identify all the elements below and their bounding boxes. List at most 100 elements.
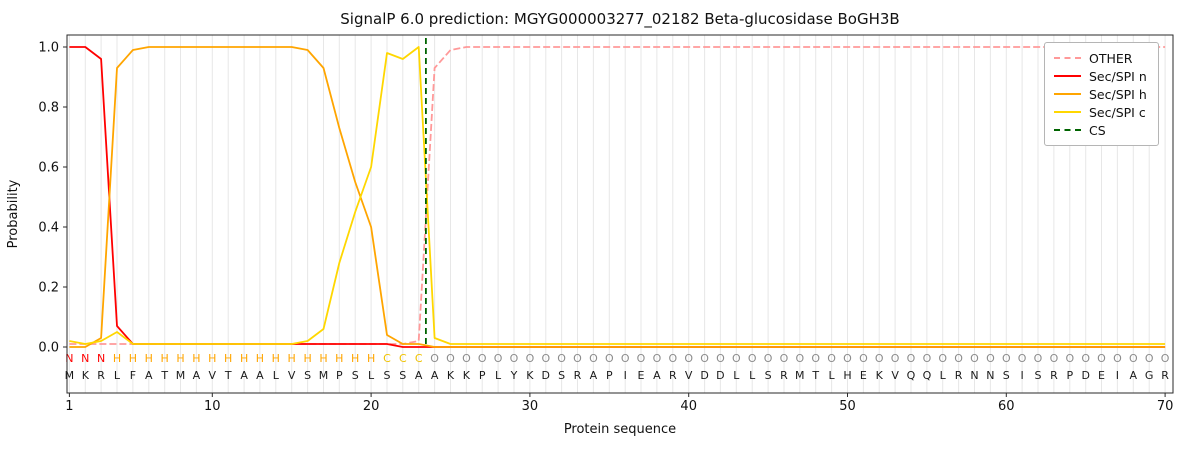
- legend-item-cs: CS: [1054, 121, 1147, 139]
- x-axis-label: Protein sequence: [564, 422, 676, 437]
- sequence-letter: V: [288, 369, 296, 382]
- region-label-letter: H: [192, 352, 200, 365]
- region-label-letter: O: [1002, 352, 1011, 365]
- region-label-letter: O: [684, 352, 693, 365]
- sequence-letter: V: [685, 369, 693, 382]
- x-tick-label: 60: [998, 399, 1015, 414]
- region-label-letter: O: [1097, 352, 1106, 365]
- region-label-letter: H: [129, 352, 137, 365]
- region-label-letter: O: [1113, 352, 1122, 365]
- sequence-letter: P: [1066, 369, 1073, 382]
- legend: OTHER Sec/SPI n Sec/SPI h Sec/SPI c CS: [1044, 42, 1159, 146]
- region-label-letter: O: [970, 352, 979, 365]
- sequence-letter: A: [240, 369, 248, 382]
- x-tick-label: 10: [204, 399, 221, 414]
- legend-line-sample: [1054, 75, 1081, 77]
- sequence-letter: K: [463, 369, 471, 382]
- region-label-letter: O: [541, 352, 550, 365]
- sequence-letter: S: [384, 369, 391, 382]
- legend-line-sample: [1054, 129, 1081, 131]
- region-label-letter: O: [811, 352, 820, 365]
- legend-item-other: OTHER: [1054, 49, 1147, 67]
- sequence-letter: A: [431, 369, 439, 382]
- sequence-letter: T: [224, 369, 232, 382]
- region-label-letter: H: [240, 352, 248, 365]
- sequence-letter: H: [843, 369, 851, 382]
- sequence-letter: I: [1116, 369, 1119, 382]
- region-label-letter: O: [510, 352, 519, 365]
- region-label-letter: O: [938, 352, 947, 365]
- region-label-letter: O: [1081, 352, 1090, 365]
- legend-label: OTHER: [1089, 50, 1133, 66]
- sequence-letter: D: [700, 369, 708, 382]
- sequence-letter: A: [145, 369, 153, 382]
- region-label-letter: O: [589, 352, 598, 365]
- sequence-letter: P: [479, 369, 486, 382]
- gridlines-group: [68, 35, 1166, 393]
- sequence-letter: L: [273, 369, 280, 382]
- sequence-letter: R: [97, 369, 105, 382]
- series-line-other: [69, 46, 1166, 345]
- region-label-letter: H: [351, 352, 359, 365]
- sequence-letter: A: [415, 369, 423, 382]
- region-label-letter: O: [795, 352, 804, 365]
- series-line-sec-spi-h: [69, 46, 1166, 348]
- region-label-letter: O: [700, 352, 709, 365]
- y-tick-label: 0.6: [38, 161, 59, 176]
- sequence-letter: M: [319, 369, 329, 382]
- sequence-letter: I: [1020, 369, 1023, 382]
- region-label-letter: H: [224, 352, 232, 365]
- sequence-letter: D: [542, 369, 550, 382]
- region-label-letter: O: [668, 352, 677, 365]
- region-label-letter: H: [288, 352, 296, 365]
- sequence-letter: E: [638, 369, 645, 382]
- region-label-letter: O: [748, 352, 757, 365]
- x-tick-label: 1: [65, 399, 73, 414]
- region-label-letter: O: [891, 352, 900, 365]
- legend-item-sec-spi-n: Sec/SPI n: [1054, 67, 1147, 85]
- x-tick-label: 40: [680, 399, 697, 414]
- region-label-letter: H: [272, 352, 280, 365]
- y-tick-label: 0.4: [38, 221, 59, 236]
- sequence-letter: N: [986, 369, 994, 382]
- region-label-letter: C: [415, 352, 423, 365]
- sequence-letter: S: [304, 369, 311, 382]
- region-label-letter: O: [478, 352, 487, 365]
- region-label-letter: O: [1034, 352, 1043, 365]
- sequence-letter: N: [970, 369, 978, 382]
- chart-title: SignalP 6.0 prediction: MGYG000003277_02…: [340, 10, 899, 29]
- sequence-letter: L: [940, 369, 947, 382]
- sequence-letter: M: [65, 369, 75, 382]
- region-label-letter: H: [319, 352, 327, 365]
- region-label-letter: O: [859, 352, 868, 365]
- legend-label: Sec/SPI c: [1089, 104, 1146, 120]
- region-label-letter: H: [208, 352, 216, 365]
- sequence-letter: D: [1081, 369, 1089, 382]
- sequence-letter: Q: [923, 369, 932, 382]
- sequence-letter: R: [1050, 369, 1058, 382]
- region-label-letter: O: [446, 352, 455, 365]
- region-label-letter: O: [986, 352, 995, 365]
- sequence-letter: A: [193, 369, 201, 382]
- sequence-letter: L: [368, 369, 375, 382]
- legend-line-sample: [1054, 111, 1081, 113]
- region-label-letter: O: [954, 352, 963, 365]
- sequence-letter: S: [1003, 369, 1010, 382]
- series-line-sec-spi-c: [69, 46, 1166, 345]
- region-label-letter: O: [843, 352, 852, 365]
- plot-frame: [66, 34, 1174, 394]
- region-label-letter: O: [1018, 352, 1027, 365]
- y-tick-label: 0.0: [38, 341, 59, 356]
- region-label-letter: N: [65, 352, 73, 365]
- y-tick-label: 0.2: [38, 281, 59, 296]
- sequence-letter: S: [399, 369, 406, 382]
- x-tick-label: 50: [839, 399, 856, 414]
- axes-group: 1 10 20 30 40 50 60 70 0.0 0.2 0.4 0.6 0.8 1.0: [38, 34, 1174, 414]
- region-label-letter: O: [430, 352, 439, 365]
- sequence-letter: S: [558, 369, 565, 382]
- sequence-letter: G: [1145, 369, 1154, 382]
- region-label-letter: O: [764, 352, 773, 365]
- region-label-letter: C: [383, 352, 391, 365]
- region-label-letter: O: [716, 352, 725, 365]
- region-label-letter: O: [732, 352, 741, 365]
